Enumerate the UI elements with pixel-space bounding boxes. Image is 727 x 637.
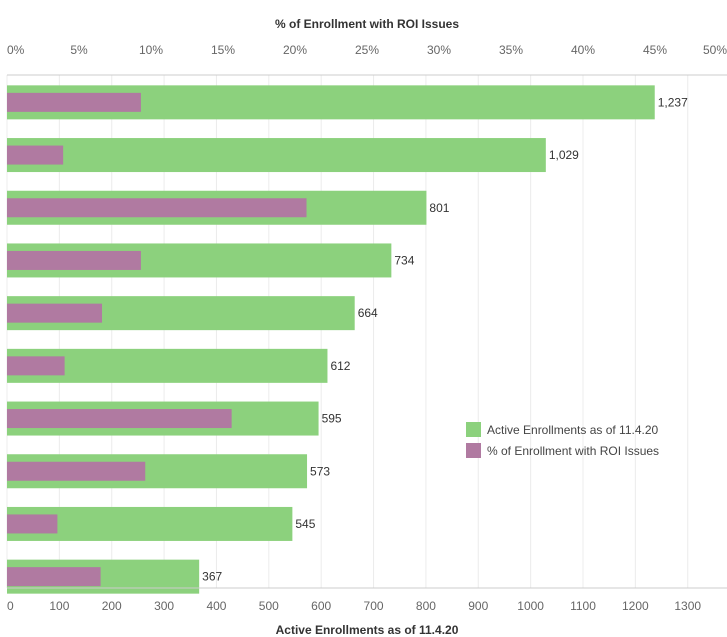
- top-tick-label: 35%: [499, 43, 523, 57]
- bar-roi-pct: [7, 409, 232, 429]
- bottom-tick-label: 900: [468, 599, 488, 613]
- data-label: 573: [310, 464, 330, 478]
- bar-roi-pct: [7, 92, 141, 112]
- top-tick-label: 30%: [427, 43, 451, 57]
- bar-roi-pct: [7, 303, 103, 323]
- bar-roi-pct: [7, 461, 146, 481]
- top-tick-label: 25%: [355, 43, 379, 57]
- bottom-tick-label: 1100: [570, 599, 596, 613]
- legend-label-enrollments: Active Enrollments as of 11.4.20: [487, 422, 659, 437]
- top-tick-label: 0%: [7, 43, 25, 57]
- top-axis-title: % of Enrollment with ROI Issues: [275, 17, 459, 31]
- top-tick-label: 15%: [211, 43, 235, 57]
- bottom-tick-label: 100: [49, 599, 69, 613]
- bottom-tick-label: 1200: [622, 599, 649, 613]
- bottom-tick-label: 800: [416, 599, 436, 613]
- legend-item-roi: % of Enrollment with ROI Issues: [466, 440, 659, 461]
- legend-swatch-enrollments: [466, 422, 481, 437]
- bottom-tick-label: 700: [364, 599, 384, 613]
- bar-roi-pct: [7, 514, 58, 534]
- legend-item-enrollments: Active Enrollments as of 11.4.20: [466, 419, 659, 440]
- top-tick-label: 45%: [643, 43, 667, 57]
- data-label: 801: [429, 201, 449, 215]
- data-label: 545: [295, 517, 315, 531]
- bar-roi-pct: [7, 250, 141, 270]
- data-label: 1,029: [549, 148, 579, 162]
- bar-roi-pct: [7, 356, 65, 376]
- legend: Active Enrollments as of 11.4.20 % of En…: [466, 419, 659, 461]
- bottom-tick-label: 600: [311, 599, 331, 613]
- bars-group: [7, 85, 655, 594]
- bar-roi-pct: [7, 145, 64, 165]
- top-tick-label: 40%: [571, 43, 595, 57]
- bottom-axis-ticks: 0 100 200 300 400 500 600 700 800 900 1000 1100 1200…: [7, 599, 701, 613]
- top-tick-label: 10%: [139, 43, 163, 57]
- data-label: 612: [330, 359, 350, 373]
- data-label: 1,237: [658, 95, 688, 109]
- bar-roi-pct: [7, 567, 101, 587]
- bottom-tick-label: 400: [206, 599, 226, 613]
- bottom-tick-label: 1000: [517, 599, 544, 613]
- bottom-tick-label: 1300: [674, 599, 701, 613]
- bottom-tick-label: 0: [7, 599, 14, 613]
- data-label: 595: [322, 412, 342, 426]
- bottom-tick-label: 300: [154, 599, 174, 613]
- bar-enrollment: [7, 138, 546, 173]
- data-labels-group: 1,237 1,029 801 734 664 612 595 573 545 367: [202, 95, 688, 583]
- data-label: 734: [394, 253, 414, 267]
- legend-label-roi: % of Enrollment with ROI Issues: [487, 443, 660, 458]
- bottom-tick-label: 500: [259, 599, 279, 613]
- bottom-axis-title: Active Enrollments as of 11.4.20: [276, 623, 459, 637]
- top-tick-label: 5%: [70, 43, 88, 57]
- bottom-tick-label: 200: [102, 599, 122, 613]
- top-tick-label: 50%: [703, 43, 727, 57]
- bar-roi-pct: [7, 198, 307, 218]
- legend-swatch-roi: [466, 443, 481, 458]
- top-tick-label: 20%: [283, 43, 307, 57]
- top-axis-ticks: 0% 5% 10% 15% 20% 25% 30% 35% 40% 45% 50%: [7, 43, 727, 57]
- data-label: 367: [202, 570, 222, 584]
- data-label: 664: [358, 306, 378, 320]
